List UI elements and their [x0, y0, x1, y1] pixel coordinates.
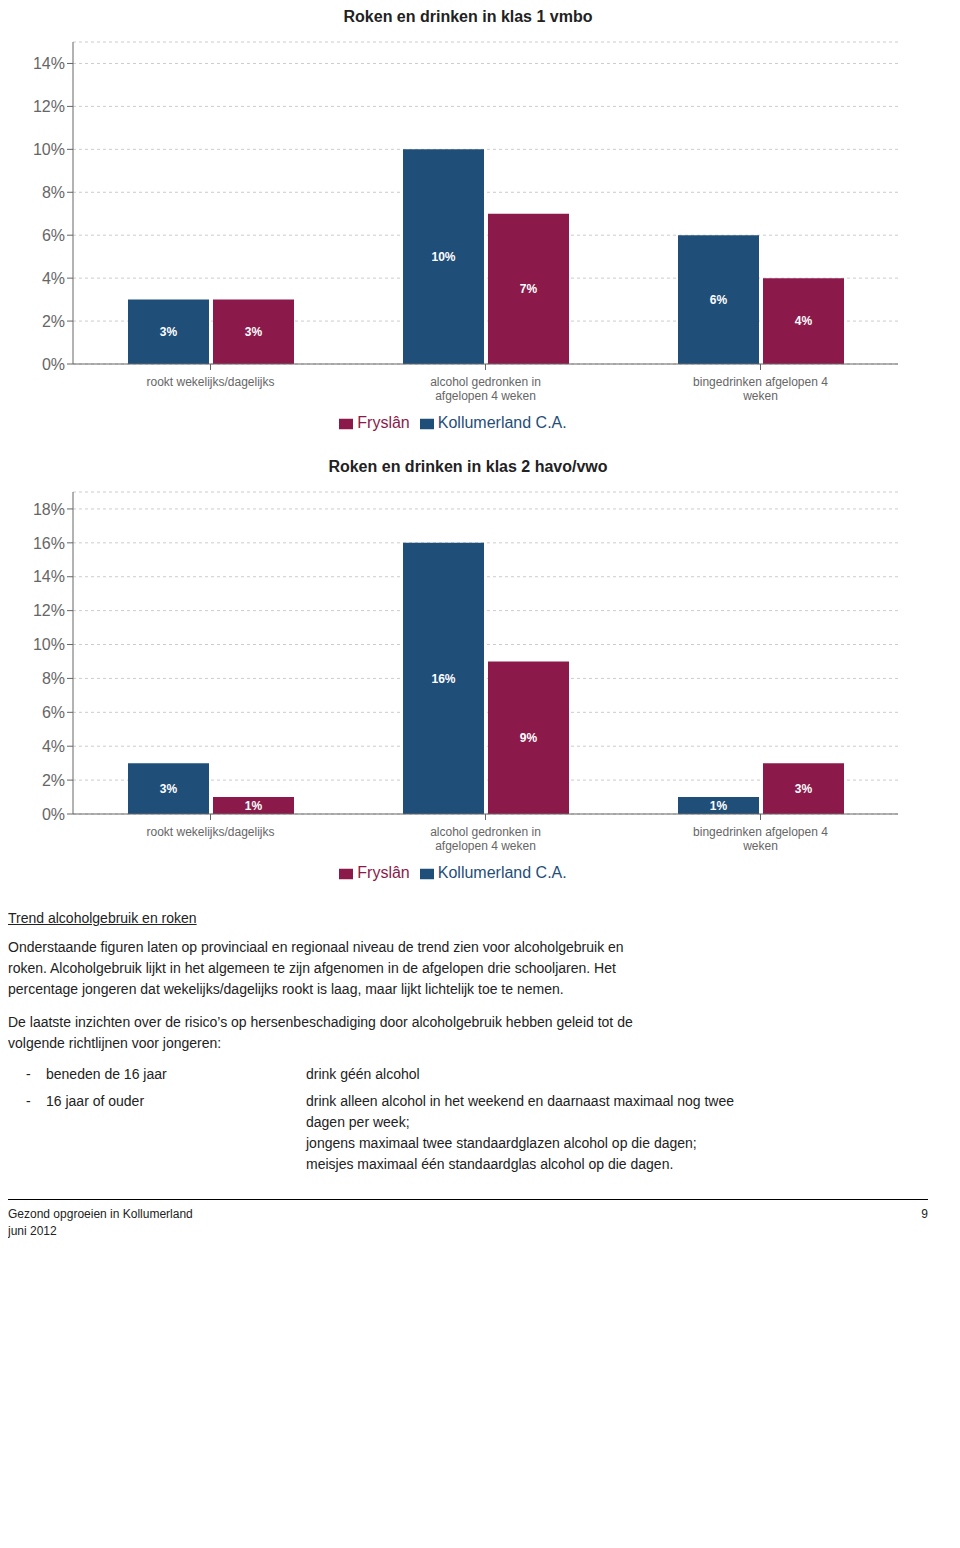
svg-text:14%: 14%	[33, 55, 65, 72]
html-text:Gezond opgroeien in Kollumerla: Gezond opgroeien in Kollumerland juni 20…	[8, 1207, 193, 1238]
svg-text:3%: 3%	[160, 782, 178, 796]
html-text:9: 9	[921, 1207, 928, 1221]
html-text:Trend alcoholgebruik en roken: Trend alcoholgebruik en roken	[8, 910, 197, 926]
svg-text:10%: 10%	[33, 141, 65, 158]
html-text:16 jaar of ouder: 16 jaar of ouder	[46, 1093, 145, 1109]
svg-text:14%: 14%	[33, 568, 65, 585]
html-text:drink géén alcohol: drink géén alcohol	[306, 1066, 420, 1082]
svg-text:2%: 2%	[42, 313, 65, 330]
svg-text:6%: 6%	[42, 704, 65, 721]
svg-text:12%: 12%	[33, 602, 65, 619]
html-text:De laatste inzichten over de r: De laatste inzichten over de risico’s op…	[8, 1014, 633, 1051]
svg-text:4%: 4%	[42, 270, 65, 287]
svg-text:8%: 8%	[42, 184, 65, 201]
svg-text:3%: 3%	[795, 782, 813, 796]
svg-text:0%: 0%	[42, 806, 65, 823]
svg-text:16%: 16%	[33, 535, 65, 552]
html-text:Roken en drinken in klas 1 vmb: Roken en drinken in klas 1 vmbo	[343, 8, 593, 25]
svg-text:3%: 3%	[245, 325, 263, 339]
svg-text:3%: 3%	[160, 325, 178, 339]
svg-text:16%: 16%	[431, 672, 455, 686]
svg-text:6%: 6%	[42, 227, 65, 244]
html-text:Onderstaande figuren laten op: Onderstaande figuren laten op provinciaa…	[8, 939, 624, 997]
svg-text:0%: 0%	[42, 356, 65, 373]
svg-text:18%: 18%	[33, 501, 65, 518]
svg-text:alcohol gedronken inafgelopen: alcohol gedronken inafgelopen 4 weken	[430, 825, 541, 853]
svg-text:bingedrinken afgelopen 4weken: bingedrinken afgelopen 4weken	[693, 825, 828, 853]
svg-text:bingedrinken afgelopen 4weken: bingedrinken afgelopen 4weken	[693, 375, 828, 403]
svg-text:10%: 10%	[33, 636, 65, 653]
svg-text:8%: 8%	[42, 670, 65, 687]
svg-text:9%: 9%	[520, 731, 538, 745]
html-text:Fryslân: Fryslân	[357, 864, 410, 881]
svg-text:12%: 12%	[33, 98, 65, 115]
html-text:Fryslân: Fryslân	[357, 414, 410, 431]
svg-text:alcohol gedronken inafgelopen: alcohol gedronken inafgelopen 4 weken	[430, 375, 541, 403]
svg-text:rookt wekelijks/dagelijks: rookt wekelijks/dagelijks	[146, 825, 274, 839]
html-text:Kollumerland C.A.: Kollumerland C.A.	[437, 864, 567, 881]
svg-text:1%: 1%	[245, 799, 263, 813]
svg-text:10%: 10%	[431, 250, 455, 264]
svg-text:4%: 4%	[42, 738, 65, 755]
svg-text:1%: 1%	[710, 799, 728, 813]
html-text:Roken en drinken in klas 2 hav: Roken en drinken in klas 2 havo/vwo	[328, 458, 608, 475]
html-text:beneden de 16 jaar: beneden de 16 jaar	[46, 1066, 167, 1082]
svg-text:rookt wekelijks/dagelijks: rookt wekelijks/dagelijks	[146, 375, 274, 389]
html-text:drink alleen alcohol in het we: drink alleen alcohol in het weekend en d…	[306, 1093, 734, 1172]
svg-text:6%: 6%	[710, 293, 728, 307]
svg-text:2%: 2%	[42, 772, 65, 789]
svg-text:4%: 4%	[795, 314, 813, 328]
svg-text:7%: 7%	[520, 282, 538, 296]
html-text:Kollumerland C.A.: Kollumerland C.A.	[437, 414, 567, 431]
